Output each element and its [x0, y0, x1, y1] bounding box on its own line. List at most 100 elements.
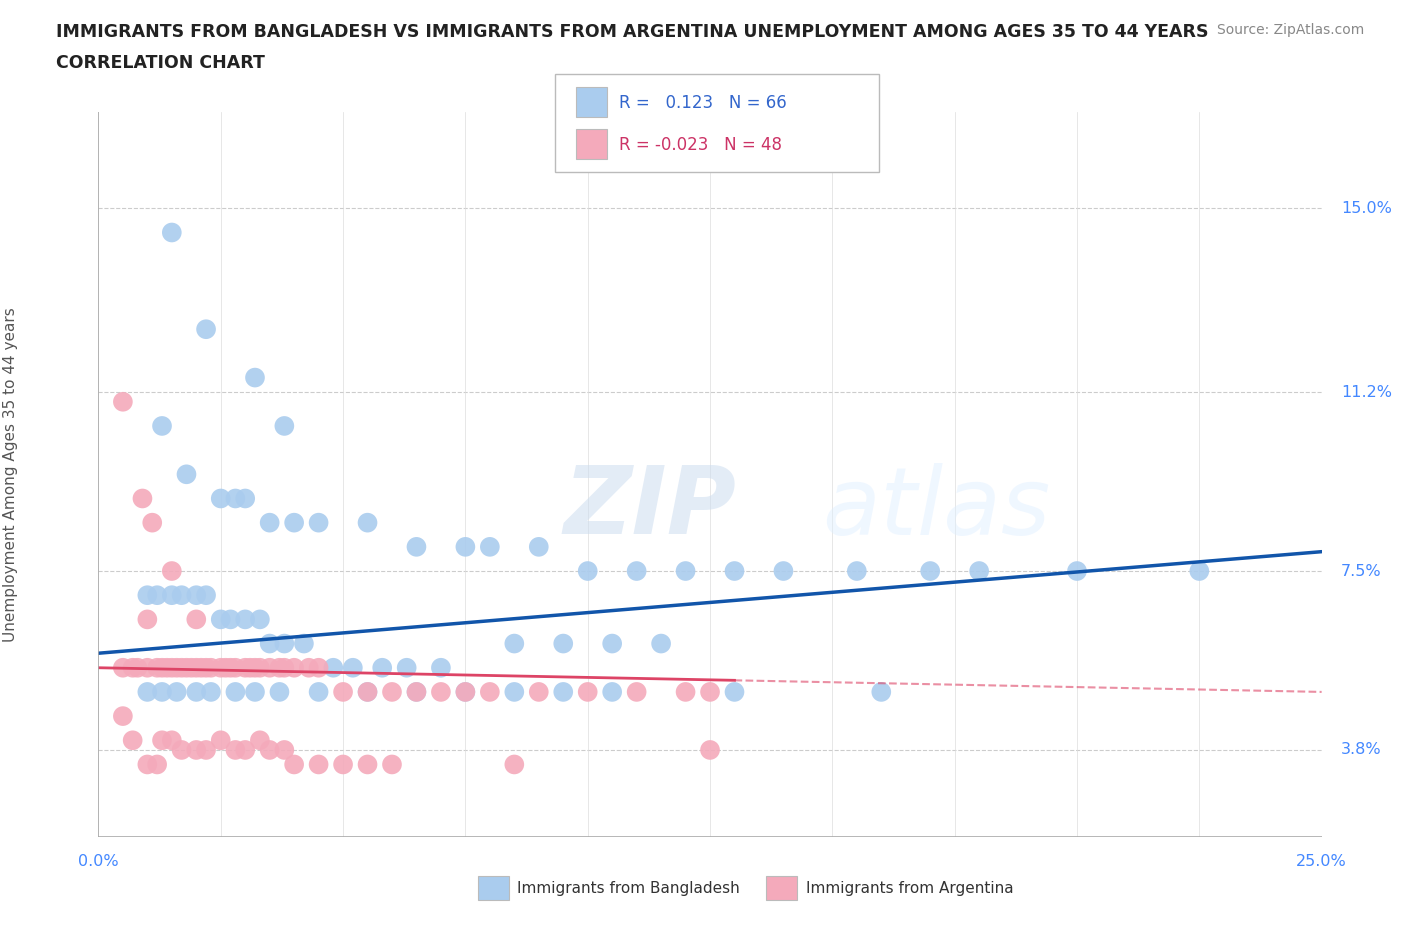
Point: [195, 660, 218, 675]
Text: 25.0%: 25.0%: [1296, 854, 1347, 869]
Point: [156, 660, 179, 675]
Text: 15.0%: 15.0%: [1341, 201, 1392, 216]
Point: [1188, 564, 1211, 578]
Point: [576, 684, 599, 699]
Point: [356, 684, 378, 699]
Point: [269, 684, 291, 699]
Point: [190, 660, 212, 675]
Point: [308, 684, 330, 699]
Point: [146, 757, 169, 772]
Point: [141, 515, 163, 530]
Point: [186, 660, 208, 675]
Point: [150, 418, 173, 433]
Point: [146, 660, 169, 675]
Point: [454, 539, 477, 554]
Text: 7.5%: 7.5%: [1341, 564, 1382, 578]
Point: [298, 660, 321, 675]
Point: [200, 660, 222, 675]
Text: Immigrants from Bangladesh: Immigrants from Bangladesh: [517, 881, 740, 896]
Point: [121, 733, 143, 748]
Point: [136, 612, 159, 627]
Point: [259, 660, 281, 675]
Point: [332, 757, 354, 772]
Point: [273, 742, 295, 757]
Point: [186, 742, 208, 757]
Point: [136, 660, 159, 675]
Point: [160, 225, 183, 240]
Text: CORRELATION CHART: CORRELATION CHART: [56, 54, 266, 72]
Point: [259, 742, 281, 757]
Point: [209, 660, 232, 675]
Point: [233, 491, 256, 506]
Point: [273, 636, 295, 651]
Point: [150, 660, 173, 675]
Point: [322, 660, 344, 675]
Point: [160, 660, 183, 675]
Point: [127, 660, 149, 675]
Point: [195, 588, 218, 603]
Text: Source: ZipAtlas.com: Source: ZipAtlas.com: [1216, 23, 1364, 37]
Point: [243, 370, 266, 385]
Point: [527, 684, 550, 699]
Point: [111, 394, 134, 409]
Point: [527, 539, 550, 554]
Point: [166, 684, 188, 699]
Point: [233, 612, 256, 627]
Point: [626, 564, 648, 578]
Point: [723, 684, 745, 699]
Point: [332, 684, 354, 699]
Point: [176, 467, 198, 482]
Point: [576, 564, 599, 578]
Point: [150, 684, 173, 699]
Point: [176, 660, 198, 675]
Point: [269, 660, 291, 675]
Point: [195, 322, 218, 337]
Point: [146, 588, 169, 603]
Text: atlas: atlas: [823, 462, 1050, 553]
Point: [308, 515, 330, 530]
Point: [723, 564, 745, 578]
Point: [430, 684, 453, 699]
Point: [259, 515, 281, 530]
Point: [243, 660, 266, 675]
Point: [180, 660, 202, 675]
Point: [381, 757, 404, 772]
Point: [224, 491, 246, 506]
Point: [186, 588, 208, 603]
Point: [699, 742, 721, 757]
Point: [626, 684, 648, 699]
Point: [405, 539, 427, 554]
Point: [233, 660, 256, 675]
Point: [111, 660, 134, 675]
Point: [381, 684, 404, 699]
Point: [243, 684, 266, 699]
Point: [675, 564, 697, 578]
Point: [503, 636, 526, 651]
Point: [478, 684, 501, 699]
Point: [273, 418, 295, 433]
Point: [249, 733, 271, 748]
Point: [356, 757, 378, 772]
Point: [845, 564, 868, 578]
Point: [356, 515, 378, 530]
Point: [273, 660, 295, 675]
Point: [283, 515, 305, 530]
Text: Unemployment Among Ages 35 to 44 years: Unemployment Among Ages 35 to 44 years: [3, 307, 18, 642]
Point: [170, 742, 193, 757]
Point: [308, 660, 330, 675]
Point: [239, 660, 262, 675]
Point: [219, 612, 242, 627]
Point: [283, 660, 305, 675]
Text: IMMIGRANTS FROM BANGLADESH VS IMMIGRANTS FROM ARGENTINA UNEMPLOYMENT AMONG AGES : IMMIGRANTS FROM BANGLADESH VS IMMIGRANTS…: [56, 23, 1209, 41]
Point: [308, 757, 330, 772]
Point: [186, 612, 208, 627]
Point: [772, 564, 794, 578]
Text: Immigrants from Argentina: Immigrants from Argentina: [806, 881, 1014, 896]
Point: [136, 684, 159, 699]
Point: [503, 757, 526, 772]
Point: [136, 757, 159, 772]
Point: [224, 742, 246, 757]
Point: [395, 660, 418, 675]
Point: [405, 684, 427, 699]
Point: [553, 636, 575, 651]
